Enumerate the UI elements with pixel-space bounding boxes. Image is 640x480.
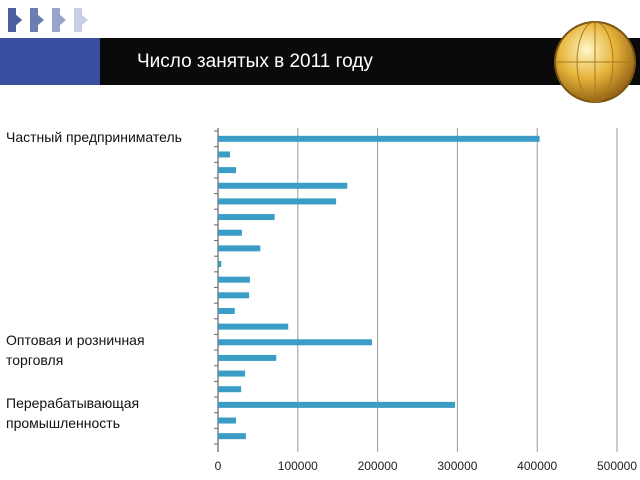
bar bbox=[218, 339, 373, 346]
bar bbox=[218, 245, 261, 252]
bar bbox=[218, 354, 277, 361]
bar bbox=[218, 417, 236, 424]
x-tick-label: 300000 bbox=[437, 459, 477, 473]
x-tick-label: 500000 bbox=[597, 459, 637, 473]
bar bbox=[218, 323, 289, 330]
bar bbox=[218, 229, 242, 236]
category-label: Перерабатывающая промышленность bbox=[6, 394, 140, 431]
bar bbox=[218, 167, 236, 174]
x-tick-label: 100000 bbox=[278, 459, 318, 473]
bar bbox=[218, 370, 246, 377]
bar bbox=[218, 198, 337, 205]
bar bbox=[218, 292, 250, 299]
bar bbox=[218, 261, 222, 268]
category-label: Оптовая и розничная торговля bbox=[6, 332, 145, 369]
title-bar bbox=[0, 38, 640, 85]
chevrons bbox=[8, 8, 88, 32]
bar bbox=[218, 386, 242, 393]
category-label: Частный предприниматель bbox=[6, 128, 182, 145]
bar bbox=[218, 214, 275, 221]
bar bbox=[218, 182, 348, 189]
bar bbox=[218, 401, 456, 408]
bar bbox=[218, 151, 230, 158]
x-tick-label: 200000 bbox=[358, 459, 398, 473]
x-tick-label: 0 bbox=[215, 459, 222, 473]
globe bbox=[554, 21, 636, 103]
title-accent bbox=[0, 38, 100, 85]
bar bbox=[218, 307, 235, 314]
bar bbox=[218, 135, 540, 142]
bar bbox=[218, 276, 250, 283]
x-tick-label: 400000 bbox=[517, 459, 557, 473]
chart-title: Число занятых в 2011 году bbox=[137, 51, 373, 72]
bar bbox=[218, 433, 246, 440]
